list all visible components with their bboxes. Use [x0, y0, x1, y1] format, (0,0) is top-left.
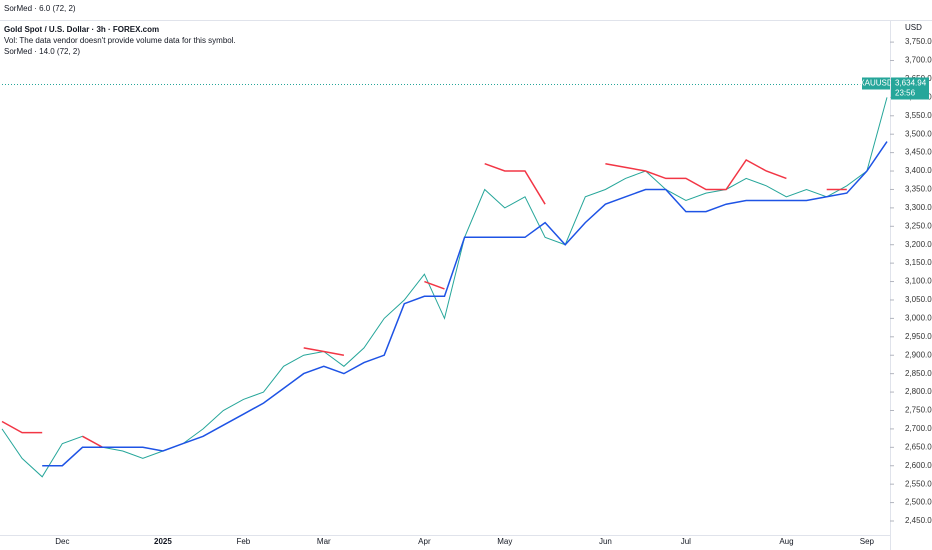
- x-tick-label: 2025: [154, 537, 172, 546]
- price-badge: [891, 77, 929, 100]
- indicator-line: [42, 141, 888, 467]
- y-tick-label: 2,450.00: [905, 516, 932, 525]
- y-tick-label: 2,700.00: [905, 424, 932, 433]
- indicator-line: [1, 159, 847, 449]
- y-tick-label: 3,700.00: [905, 56, 932, 65]
- y-tick-label: 3,750.00: [905, 37, 932, 46]
- chart-title: Gold Spot / U.S. Dollar · 3h · FOREX.com: [4, 25, 159, 34]
- price-badge: [862, 77, 890, 90]
- y-tick-label: 2,850.00: [905, 369, 932, 378]
- indicator-label: SorMed · 14.0 (72, 2): [4, 47, 80, 56]
- x-tick-label: Aug: [779, 537, 793, 546]
- y-tick-label: 3,300.00: [905, 203, 932, 212]
- y-tick-label: 2,600.00: [905, 461, 932, 470]
- last-price-label: 3,634.94: [895, 79, 927, 88]
- y-tick-label: 3,100.00: [905, 277, 932, 286]
- y-tick-label: 3,250.00: [905, 221, 932, 230]
- y-tick-label: 2,550.00: [905, 479, 932, 488]
- y-tick-label: 3,200.00: [905, 240, 932, 249]
- countdown-label: 23:56: [895, 89, 916, 98]
- y-tick-label: 3,000.00: [905, 313, 932, 322]
- symbol-label: XAUUSD: [859, 79, 893, 88]
- y-tick-label: 3,450.00: [905, 148, 932, 157]
- y-tick-label: 3,500.00: [905, 129, 932, 138]
- x-tick-label: Sep: [860, 537, 875, 546]
- x-tick-label: Jul: [681, 537, 691, 546]
- y-tick-label: 2,500.00: [905, 498, 932, 507]
- x-tick-label: Mar: [317, 537, 331, 546]
- y-tick-label: 3,550.00: [905, 111, 932, 120]
- volume-note: Vol: The data vendor doesn't provide vol…: [4, 36, 236, 45]
- y-tick-label: 2,750.00: [905, 406, 932, 415]
- x-tick-label: Jun: [599, 537, 612, 546]
- x-tick-label: May: [497, 537, 512, 546]
- y-tick-label: 3,150.00: [905, 258, 932, 267]
- y-tick-label: 3,350.00: [905, 185, 932, 194]
- price-line: [1, 97, 888, 478]
- y-tick-label: 3,400.00: [905, 166, 932, 175]
- currency-label: USD: [905, 23, 922, 32]
- y-tick-label: 2,900.00: [905, 350, 932, 359]
- y-tick-label: 3,050.00: [905, 295, 932, 304]
- x-tick-label: Dec: [55, 537, 69, 546]
- y-tick-label: 2,650.00: [905, 442, 932, 451]
- x-tick-label: Feb: [236, 537, 250, 546]
- y-tick-label: 2,800.00: [905, 387, 932, 396]
- y-tick-label: 2,950.00: [905, 332, 932, 341]
- x-tick-label: Apr: [418, 537, 431, 546]
- indicator-label: SorMed · 6.0 (72, 2): [4, 4, 76, 13]
